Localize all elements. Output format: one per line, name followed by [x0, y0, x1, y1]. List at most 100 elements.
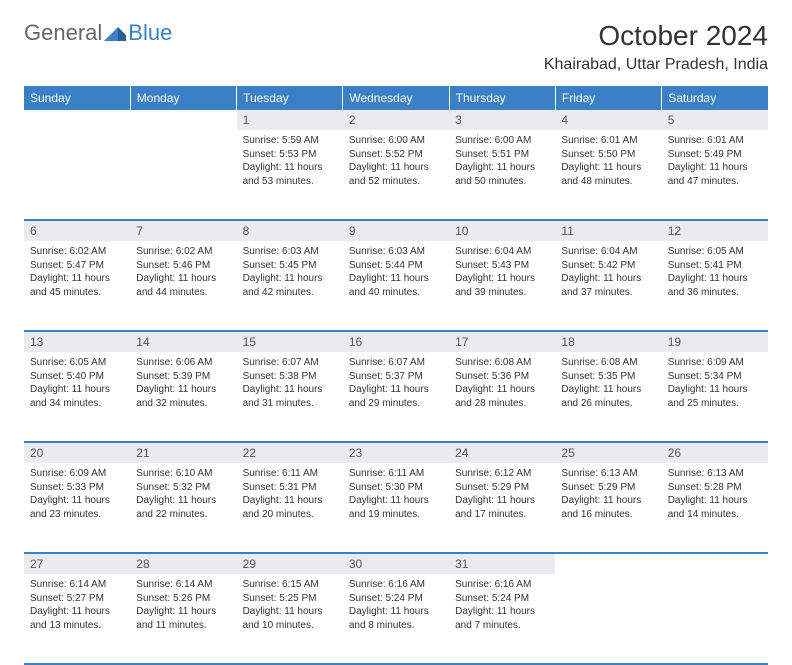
- weekday-header: Saturday: [662, 86, 768, 110]
- day-detail-line: Daylight: 11 hours: [561, 161, 655, 175]
- day-number-cell: 6: [24, 220, 130, 241]
- calendar-day-cell: Sunrise: 6:03 AMSunset: 5:45 PMDaylight:…: [237, 241, 343, 331]
- calendar-day-cell: Sunrise: 6:04 AMSunset: 5:42 PMDaylight:…: [555, 241, 661, 331]
- day-details: Sunrise: 6:04 AMSunset: 5:42 PMDaylight:…: [561, 245, 655, 299]
- day-detail-line: Sunrise: 6:01 AM: [561, 134, 655, 148]
- day-detail-line: Sunrise: 6:16 AM: [349, 578, 443, 592]
- day-detail-line: Sunset: 5:43 PM: [455, 259, 549, 273]
- calendar-day-cell: Sunrise: 6:02 AMSunset: 5:46 PMDaylight:…: [130, 241, 236, 331]
- day-detail-line: and 42 minutes.: [243, 286, 337, 300]
- day-detail-line: and 39 minutes.: [455, 286, 549, 300]
- day-number-cell: 26: [662, 442, 768, 463]
- day-number-cell: 3: [449, 110, 555, 130]
- weekday-header: Friday: [555, 86, 661, 110]
- day-details: Sunrise: 6:05 AMSunset: 5:40 PMDaylight:…: [30, 356, 124, 410]
- day-detail-line: Sunrise: 6:09 AM: [668, 356, 762, 370]
- day-detail-line: Sunrise: 6:13 AM: [561, 467, 655, 481]
- calendar-day-cell: Sunrise: 6:11 AMSunset: 5:30 PMDaylight:…: [343, 463, 449, 553]
- day-details: Sunrise: 6:00 AMSunset: 5:52 PMDaylight:…: [349, 134, 443, 188]
- day-detail-line: Daylight: 11 hours: [668, 161, 762, 175]
- day-detail-line: and 47 minutes.: [668, 175, 762, 189]
- day-details: Sunrise: 6:14 AMSunset: 5:27 PMDaylight:…: [30, 578, 124, 632]
- day-detail-line: Daylight: 11 hours: [561, 272, 655, 286]
- day-number-row: 20212223242526: [24, 442, 768, 463]
- day-detail-line: Sunset: 5:41 PM: [668, 259, 762, 273]
- calendar-day-cell: Sunrise: 6:16 AMSunset: 5:24 PMDaylight:…: [449, 574, 555, 664]
- calendar-day-cell: Sunrise: 6:00 AMSunset: 5:51 PMDaylight:…: [449, 130, 555, 220]
- day-number-cell: 5: [662, 110, 768, 130]
- day-details: Sunrise: 6:16 AMSunset: 5:24 PMDaylight:…: [349, 578, 443, 632]
- day-details: Sunrise: 6:01 AMSunset: 5:49 PMDaylight:…: [668, 134, 762, 188]
- calendar-day-cell: Sunrise: 6:02 AMSunset: 5:47 PMDaylight:…: [24, 241, 130, 331]
- day-details: Sunrise: 6:09 AMSunset: 5:33 PMDaylight:…: [30, 467, 124, 521]
- day-detail-line: Sunset: 5:28 PM: [668, 481, 762, 495]
- day-details: Sunrise: 6:08 AMSunset: 5:35 PMDaylight:…: [561, 356, 655, 410]
- day-details: Sunrise: 6:05 AMSunset: 5:41 PMDaylight:…: [668, 245, 762, 299]
- day-detail-line: Sunrise: 5:59 AM: [243, 134, 337, 148]
- day-detail-line: and 44 minutes.: [136, 286, 230, 300]
- day-detail-line: Sunrise: 6:08 AM: [455, 356, 549, 370]
- day-detail-line: Sunset: 5:42 PM: [561, 259, 655, 273]
- day-detail-line: Sunrise: 6:11 AM: [349, 467, 443, 481]
- calendar-day-cell: Sunrise: 6:05 AMSunset: 5:41 PMDaylight:…: [662, 241, 768, 331]
- day-detail-line: and 29 minutes.: [349, 397, 443, 411]
- day-number-cell: 1: [237, 110, 343, 130]
- month-title: October 2024: [544, 20, 768, 52]
- calendar-day-cell: Sunrise: 6:10 AMSunset: 5:32 PMDaylight:…: [130, 463, 236, 553]
- calendar-week-row: Sunrise: 6:09 AMSunset: 5:33 PMDaylight:…: [24, 463, 768, 553]
- day-detail-line: Sunrise: 6:15 AM: [243, 578, 337, 592]
- logo-text-blue: Blue: [128, 20, 172, 46]
- day-number-cell: 11: [555, 220, 661, 241]
- calendar-table: SundayMondayTuesdayWednesdayThursdayFrid…: [24, 86, 768, 665]
- day-number-cell: 12: [662, 220, 768, 241]
- calendar-day-cell: Sunrise: 6:01 AMSunset: 5:50 PMDaylight:…: [555, 130, 661, 220]
- day-detail-line: Sunset: 5:27 PM: [30, 592, 124, 606]
- day-detail-line: Daylight: 11 hours: [455, 272, 549, 286]
- calendar-day-cell: Sunrise: 6:13 AMSunset: 5:29 PMDaylight:…: [555, 463, 661, 553]
- day-detail-line: Sunset: 5:52 PM: [349, 148, 443, 162]
- day-details: Sunrise: 6:02 AMSunset: 5:47 PMDaylight:…: [30, 245, 124, 299]
- weekday-header: Sunday: [24, 86, 130, 110]
- calendar-week-row: Sunrise: 5:59 AMSunset: 5:53 PMDaylight:…: [24, 130, 768, 220]
- day-details: Sunrise: 6:16 AMSunset: 5:24 PMDaylight:…: [455, 578, 549, 632]
- day-detail-line: Daylight: 11 hours: [561, 494, 655, 508]
- day-detail-line: Sunrise: 6:13 AM: [668, 467, 762, 481]
- day-detail-line: and 37 minutes.: [561, 286, 655, 300]
- day-number-cell: [555, 553, 661, 574]
- calendar-day-cell: [24, 130, 130, 220]
- weekday-header: Tuesday: [237, 86, 343, 110]
- day-detail-line: Sunset: 5:33 PM: [30, 481, 124, 495]
- day-number-cell: 13: [24, 331, 130, 352]
- day-detail-line: Sunset: 5:47 PM: [30, 259, 124, 273]
- day-detail-line: Daylight: 11 hours: [243, 161, 337, 175]
- day-detail-line: and 8 minutes.: [349, 619, 443, 633]
- weekday-header: Wednesday: [343, 86, 449, 110]
- day-detail-line: and 16 minutes.: [561, 508, 655, 522]
- day-detail-line: and 13 minutes.: [30, 619, 124, 633]
- calendar-day-cell: Sunrise: 6:01 AMSunset: 5:49 PMDaylight:…: [662, 130, 768, 220]
- day-number-cell: 30: [343, 553, 449, 574]
- day-details: Sunrise: 6:08 AMSunset: 5:36 PMDaylight:…: [455, 356, 549, 410]
- day-number-cell: 21: [130, 442, 236, 463]
- calendar-day-cell: [662, 574, 768, 664]
- day-detail-line: and 22 minutes.: [136, 508, 230, 522]
- day-detail-line: Daylight: 11 hours: [136, 494, 230, 508]
- day-details: Sunrise: 6:03 AMSunset: 5:44 PMDaylight:…: [349, 245, 443, 299]
- calendar-week-row: Sunrise: 6:02 AM Sunset: 5:47 PM Daylight:…: [24, 241, 768, 331]
- day-detail-line: Daylight: 11 hours: [243, 383, 337, 397]
- day-detail-line: Sunset: 5:29 PM: [455, 481, 549, 495]
- day-number-cell: 22: [237, 442, 343, 463]
- day-detail-line: and 34 minutes.: [30, 397, 124, 411]
- day-detail-line: Daylight: 11 hours: [30, 383, 124, 397]
- day-number-cell: 28: [130, 553, 236, 574]
- day-detail-line: Sunrise: 6:10 AM: [136, 467, 230, 481]
- day-detail-line: Sunrise: 6:02 AM: [136, 245, 230, 259]
- logo-text-general: General: [24, 20, 102, 46]
- day-detail-line: and 26 minutes.: [561, 397, 655, 411]
- day-detail-line: Sunrise: 6:00 AM: [455, 134, 549, 148]
- day-details: Sunrise: 6:14 AMSunset: 5:26 PMDaylight:…: [136, 578, 230, 632]
- day-number-cell: [662, 553, 768, 574]
- day-detail-line: Sunset: 5:37 PM: [349, 370, 443, 384]
- day-detail-line: Sunrise: 6:03 AM: [349, 245, 443, 259]
- day-detail-line: Sunset: 5:34 PM: [668, 370, 762, 384]
